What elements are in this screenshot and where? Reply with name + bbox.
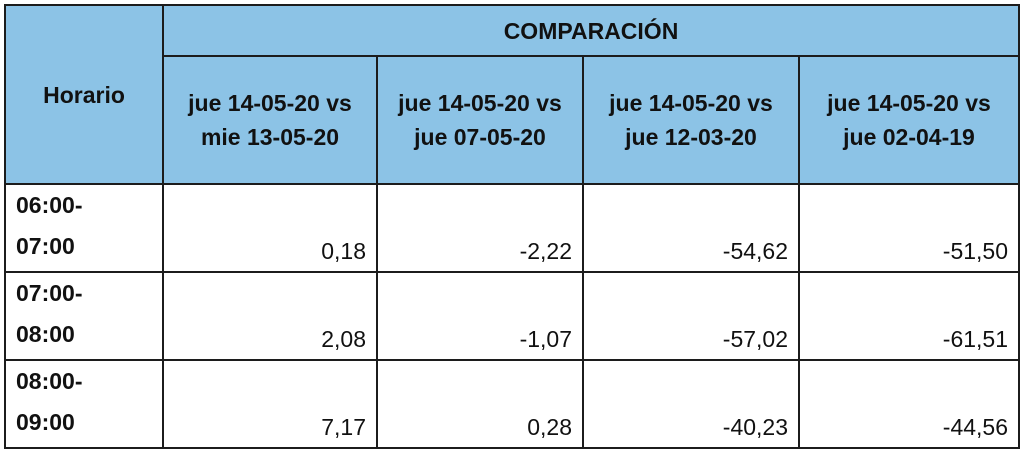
column-header: jue 14-05-20 vs mie 13-05-20	[162, 55, 378, 185]
value-cell: -40,23	[582, 359, 800, 449]
column-header: jue 14-05-20 vs jue 07-05-20	[376, 55, 584, 185]
column-header-label: jue 14-05-20 vs mie 13-05-20	[188, 90, 352, 150]
column-header-label: jue 14-05-20 vs jue 07-05-20	[398, 90, 562, 150]
time-end: 09:00	[16, 409, 75, 435]
comparacion-header: COMPARACIÓN	[162, 4, 1020, 57]
time-end: 07:00	[16, 233, 75, 259]
value-cell: -54,62	[582, 183, 800, 273]
value-cell: 2,08	[162, 271, 378, 361]
time-cell: 07:00- 08:00	[4, 271, 164, 361]
value-cell: -61,51	[798, 271, 1020, 361]
time-cell: 06:00- 07:00	[4, 183, 164, 273]
time-start: 08:00-	[16, 368, 83, 394]
time-start: 07:00-	[16, 280, 83, 306]
comparison-table: Horario COMPARACIÓN jue 14-05-20 vs mie …	[4, 4, 1020, 449]
column-header: jue 14-05-20 vs jue 02-04-19	[798, 55, 1020, 185]
value-cell: -44,56	[798, 359, 1020, 449]
value-cell: -1,07	[376, 271, 584, 361]
value-cell: 0,28	[376, 359, 584, 449]
value-cell: -2,22	[376, 183, 584, 273]
value-cell: 0,18	[162, 183, 378, 273]
column-header: jue 14-05-20 vs jue 12-03-20	[582, 55, 800, 185]
time-end: 08:00	[16, 321, 75, 347]
value-cell: -57,02	[582, 271, 800, 361]
value-cell: 7,17	[162, 359, 378, 449]
time-cell: 08:00- 09:00	[4, 359, 164, 449]
time-start: 06:00-	[16, 192, 83, 218]
column-header-label: jue 14-05-20 vs jue 12-03-20	[609, 90, 773, 150]
table-row: 07:00- 08:00 2,08 -1,07 -57,02 -61,51	[4, 271, 1020, 361]
table-row: 06:00- 07:00 0,18 -2,22 -54,62 -51,50	[4, 183, 1020, 273]
column-header-label: jue 14-05-20 vs jue 02-04-19	[827, 90, 991, 150]
value-cell: -51,50	[798, 183, 1020, 273]
horario-header: Horario	[4, 4, 164, 185]
table-row: 08:00- 09:00 7,17 0,28 -40,23 -44,56	[4, 359, 1020, 449]
